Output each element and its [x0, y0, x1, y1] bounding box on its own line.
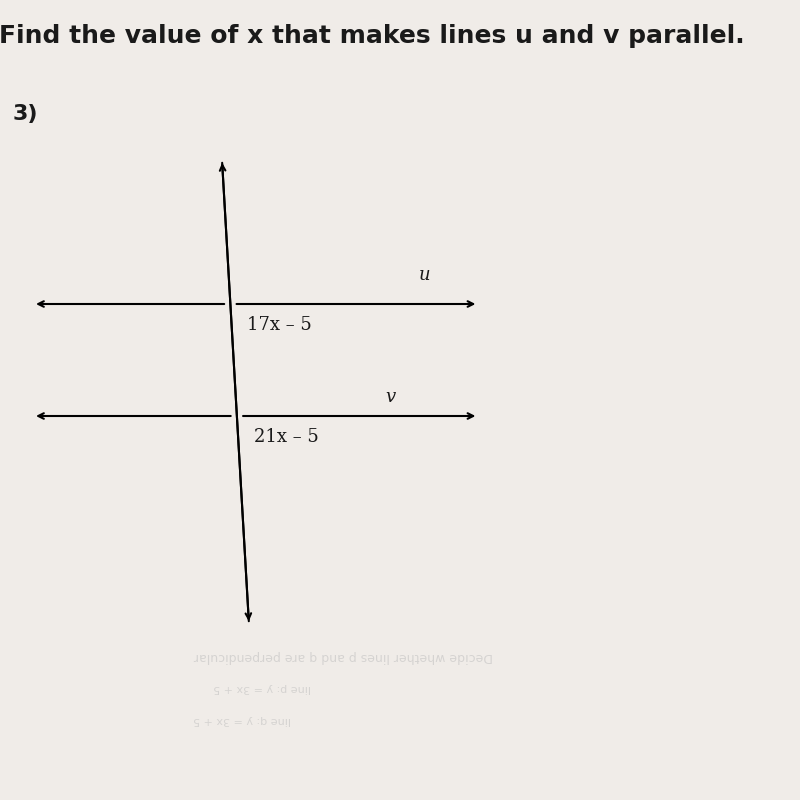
- Text: line q: y = 3x + 5: line q: y = 3x + 5: [194, 715, 291, 725]
- Text: 21x – 5: 21x – 5: [254, 428, 318, 446]
- Text: 3): 3): [13, 104, 38, 124]
- Text: v: v: [386, 388, 396, 406]
- Text: u: u: [418, 266, 430, 284]
- Text: Decide whether lines p and q are perpendicular: Decide whether lines p and q are perpend…: [194, 650, 493, 662]
- Text: Find the value of x that makes lines u and v parallel.: Find the value of x that makes lines u a…: [0, 24, 745, 48]
- Text: line p: y = 3x + 5: line p: y = 3x + 5: [214, 683, 311, 693]
- Text: 17x – 5: 17x – 5: [247, 316, 312, 334]
